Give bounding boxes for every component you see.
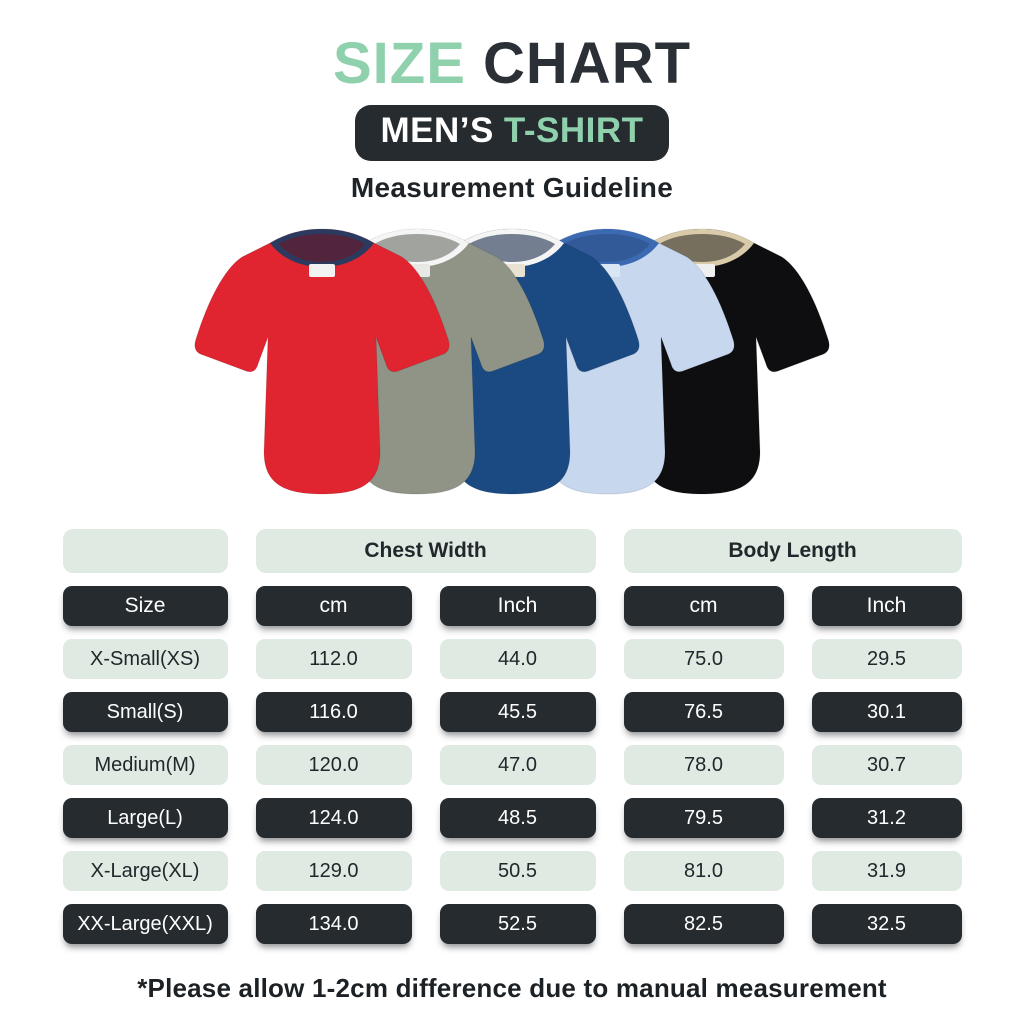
- body-inch-cell: 30.7: [811, 745, 962, 786]
- chest-inch-cell: 48.5: [439, 798, 596, 839]
- tshirt-product-photo: [182, 217, 842, 507]
- chest-cm-cell: 124.0: [255, 798, 412, 839]
- size-cell: X-Small(XS): [62, 639, 228, 680]
- chest-inch-cell: 52.5: [439, 904, 596, 945]
- size-cell: Large(L): [62, 798, 228, 839]
- column-header-chest-inch: Inch: [439, 586, 596, 627]
- chest-inch-cell: 50.5: [439, 851, 596, 892]
- chest-inch-cell: 44.0: [439, 639, 596, 680]
- group-header-chest-width: Chest Width: [255, 529, 596, 574]
- tshirts-graphic: [194, 228, 830, 495]
- measurement-disclaimer: *Please allow 1-2cm difference due to ma…: [137, 973, 887, 1004]
- title-size-word: SIZE: [332, 31, 466, 96]
- group-header-empty: [62, 529, 228, 574]
- badge-tshirt-text: T-SHIRT: [503, 110, 644, 150]
- chest-cm-cell: 129.0: [255, 851, 412, 892]
- body-cm-cell: 82.5: [623, 904, 784, 945]
- chest-cm-cell: 112.0: [255, 639, 412, 680]
- chest-cm-cell: 116.0: [255, 692, 412, 733]
- chest-cm-cell: 134.0: [255, 904, 412, 945]
- body-inch-cell: 31.9: [811, 851, 962, 892]
- badge-mens-text: MEN’S: [380, 110, 494, 150]
- body-cm-cell: 75.0: [623, 639, 784, 680]
- size-cell: X-Large(XL): [62, 851, 228, 892]
- column-header-size: Size: [62, 586, 228, 627]
- body-cm-cell: 76.5: [623, 692, 784, 733]
- size-table: Chest Width Body Length Size cm Inch cm …: [62, 529, 962, 945]
- body-inch-cell: 30.1: [811, 692, 962, 733]
- red-tshirt: [194, 228, 450, 495]
- column-header-body-cm: cm: [623, 586, 784, 627]
- header: SIZE CHART MEN’S T-SHIRT Measurement Guid…: [0, 0, 1024, 204]
- mens-tshirt-badge: MEN’S T-SHIRT: [354, 104, 670, 162]
- chest-inch-cell: 47.0: [439, 745, 596, 786]
- size-cell: Medium(M): [62, 745, 228, 786]
- body-inch-cell: 32.5: [811, 904, 962, 945]
- measurement-guideline-subtitle: Measurement Guideline: [350, 172, 674, 204]
- group-header-body-length: Body Length: [623, 529, 962, 574]
- column-header-body-inch: Inch: [811, 586, 962, 627]
- title-chart-word: CHART: [483, 31, 692, 96]
- chest-cm-cell: 120.0: [255, 745, 412, 786]
- page-title: SIZE CHART: [0, 31, 1024, 96]
- chest-inch-cell: 45.5: [439, 692, 596, 733]
- column-header-chest-cm: cm: [255, 586, 412, 627]
- size-cell: XX-Large(XXL): [62, 904, 228, 945]
- body-inch-cell: 31.2: [811, 798, 962, 839]
- size-cell: Small(S): [62, 692, 228, 733]
- body-inch-cell: 29.5: [811, 639, 962, 680]
- body-cm-cell: 81.0: [623, 851, 784, 892]
- body-cm-cell: 78.0: [623, 745, 784, 786]
- body-cm-cell: 79.5: [623, 798, 784, 839]
